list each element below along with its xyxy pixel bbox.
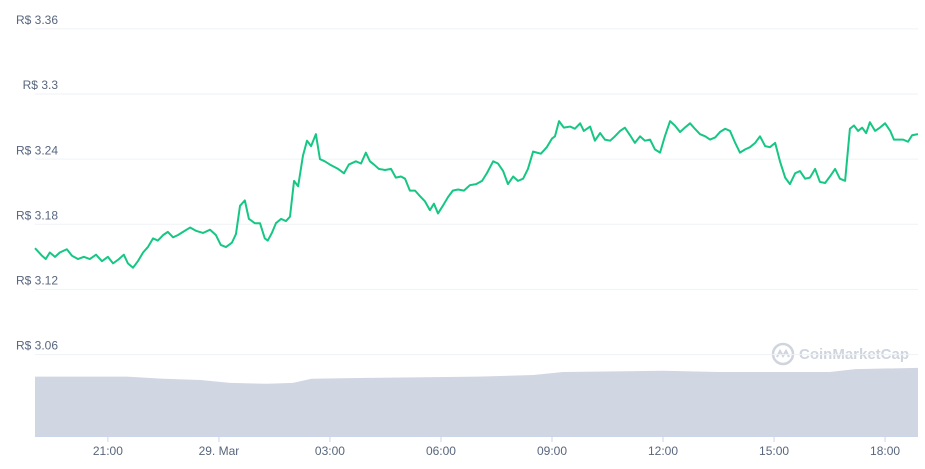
y-tick-label: R$ 3.36: [16, 13, 58, 27]
x-tick-label: 12:00: [648, 444, 678, 458]
y-tick-label: R$ 3.18: [16, 208, 58, 222]
price-line: [34, 120, 919, 269]
watermark-logo: [771, 342, 795, 366]
volume-area: [35, 367, 918, 436]
x-tick-label: 29. Mar: [199, 444, 240, 458]
x-tick-label: 15:00: [759, 444, 789, 458]
x-tick-label: 18:00: [870, 444, 900, 458]
x-tick-label: 21:00: [93, 444, 123, 458]
y-tick-label: R$ 3.3: [23, 78, 59, 92]
x-tick-label: 09:00: [537, 444, 567, 458]
y-tick-label: R$ 3.12: [16, 274, 58, 288]
x-tick-label: 06:00: [426, 444, 456, 458]
x-tick-label: 03:00: [315, 444, 345, 458]
y-tick-label: R$ 3.06: [16, 339, 58, 353]
watermark: CoinMarketCap: [771, 342, 909, 366]
y-tick-label: R$ 3.24: [16, 143, 58, 157]
watermark-logo-mark: [776, 348, 790, 358]
